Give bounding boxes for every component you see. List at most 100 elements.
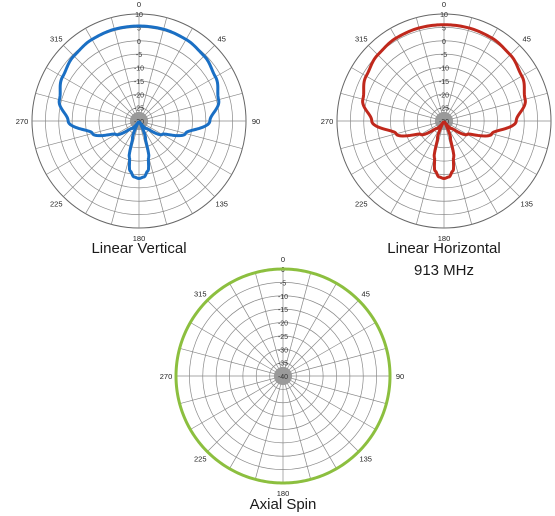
radial-tick-label: -30 (278, 347, 288, 354)
grid-spoke (35, 92, 140, 122)
grid-spoke (282, 322, 376, 377)
chart-subtitle: 913 MHz (414, 262, 474, 279)
grid-spoke (63, 45, 140, 122)
grid-spoke (443, 120, 498, 214)
angle-label: 0 (137, 0, 141, 9)
angle-label: 225 (355, 200, 368, 209)
grid-spoke (190, 375, 284, 430)
grid-spoke (229, 375, 284, 469)
grid-spoke (190, 322, 284, 377)
grid-spoke (179, 375, 284, 405)
angle-label: 135 (359, 455, 372, 464)
grid-spoke (110, 120, 140, 225)
grid-spoke (138, 120, 193, 214)
grid-spoke (282, 300, 359, 377)
grid-spoke (254, 375, 284, 480)
polar-chart-linear-vertical: 1050-5-10-15-20-25-300459013518022527031… (16, 0, 260, 257)
grid-spoke (351, 120, 445, 175)
grid-spoke (415, 120, 445, 225)
radial-tick-label: 5 (137, 25, 141, 32)
radial-tick-label: 0 (137, 39, 141, 46)
angle-label: 315 (355, 34, 368, 43)
grid-spoke (390, 28, 445, 122)
angle-label: 90 (396, 372, 404, 381)
radial-tick-label: -15 (134, 79, 144, 86)
radial-tick-label: 5 (442, 25, 446, 32)
angle-label: 0 (442, 0, 446, 9)
angle-label: 270 (160, 372, 173, 381)
grid-spoke (282, 283, 337, 377)
angle-label: 180 (277, 489, 290, 498)
polar-chart-axial-spin: 0-5-10-15-20-25-30-35-400459013518022527… (160, 255, 404, 513)
grid-spoke (282, 272, 312, 377)
angle-label: 315 (194, 289, 207, 298)
pattern-series-line (57, 24, 221, 181)
angle-label: 45 (362, 289, 370, 298)
grid-spoke (254, 272, 284, 377)
angle-label: 225 (50, 200, 63, 209)
grid-spoke (443, 45, 520, 122)
angle-label: 135 (520, 200, 533, 209)
angle-label: 0 (281, 255, 285, 264)
radial-tick-label: -40 (278, 374, 288, 381)
angle-label: 45 (523, 34, 531, 43)
grid-spoke (138, 120, 243, 150)
grid-spoke (390, 120, 445, 214)
angle-label: 270 (321, 117, 334, 126)
radial-tick-label: -10 (278, 294, 288, 301)
grid-spoke (368, 45, 445, 122)
grid-spoke (443, 120, 537, 175)
grid-spoke (138, 17, 168, 122)
angle-label: 90 (252, 117, 260, 126)
polar-chart-linear-horizontal: 1050-5-10-15-20-25-300459013518022527031… (321, 0, 552, 279)
grid-spoke (340, 92, 445, 122)
radial-tick-label: -5 (136, 52, 142, 59)
grid-spoke (138, 92, 243, 122)
grid-spoke (443, 28, 498, 122)
radial-tick-label: -15 (439, 79, 449, 86)
grid-spoke (368, 120, 445, 197)
grid-spoke (138, 28, 193, 122)
grid-spoke (282, 347, 387, 377)
radial-tick-label: 10 (135, 12, 143, 19)
grid-spoke (138, 120, 232, 175)
grid-spoke (110, 17, 140, 122)
angle-label: 225 (194, 455, 207, 464)
pattern-series-line (361, 23, 527, 181)
grid-spoke (282, 375, 387, 405)
angle-label: 135 (215, 200, 228, 209)
center-hub (273, 366, 293, 386)
pattern-series-line (174, 267, 392, 485)
grid-spoke (35, 120, 140, 150)
angle-label: 180 (438, 234, 451, 243)
grid-spoke (443, 120, 473, 225)
grid-spoke (282, 375, 359, 452)
grid-spoke (443, 92, 548, 122)
chart-title: Axial Spin (250, 496, 317, 513)
grid-spoke (415, 17, 445, 122)
radial-tick-label: -10 (439, 66, 449, 73)
radial-tick-label: -5 (441, 52, 447, 59)
grid-spoke (340, 120, 445, 150)
grid-spoke (179, 347, 284, 377)
radial-tick-label: -25 (278, 334, 288, 341)
grid-spoke (443, 120, 520, 197)
radial-tick-label: -15 (278, 307, 288, 314)
radial-tick-label: -20 (439, 92, 449, 99)
grid-spoke (138, 120, 168, 225)
chart-title: Linear Vertical (91, 240, 186, 257)
radial-tick-label: 0 (442, 39, 446, 46)
radial-tick-label: -5 (280, 280, 286, 287)
radial-tick-label: -35 (278, 361, 288, 368)
angle-label: 315 (50, 34, 63, 43)
chart-title: Linear Horizontal (387, 240, 500, 257)
grid-spoke (443, 120, 548, 150)
angle-label: 180 (133, 234, 146, 243)
radial-tick-label: -25 (134, 106, 144, 113)
grid-spoke (138, 120, 215, 197)
grid-spoke (282, 375, 376, 430)
grid-spoke (63, 120, 140, 197)
radial-tick-label: 10 (440, 12, 448, 19)
radial-tick-label: -20 (134, 92, 144, 99)
